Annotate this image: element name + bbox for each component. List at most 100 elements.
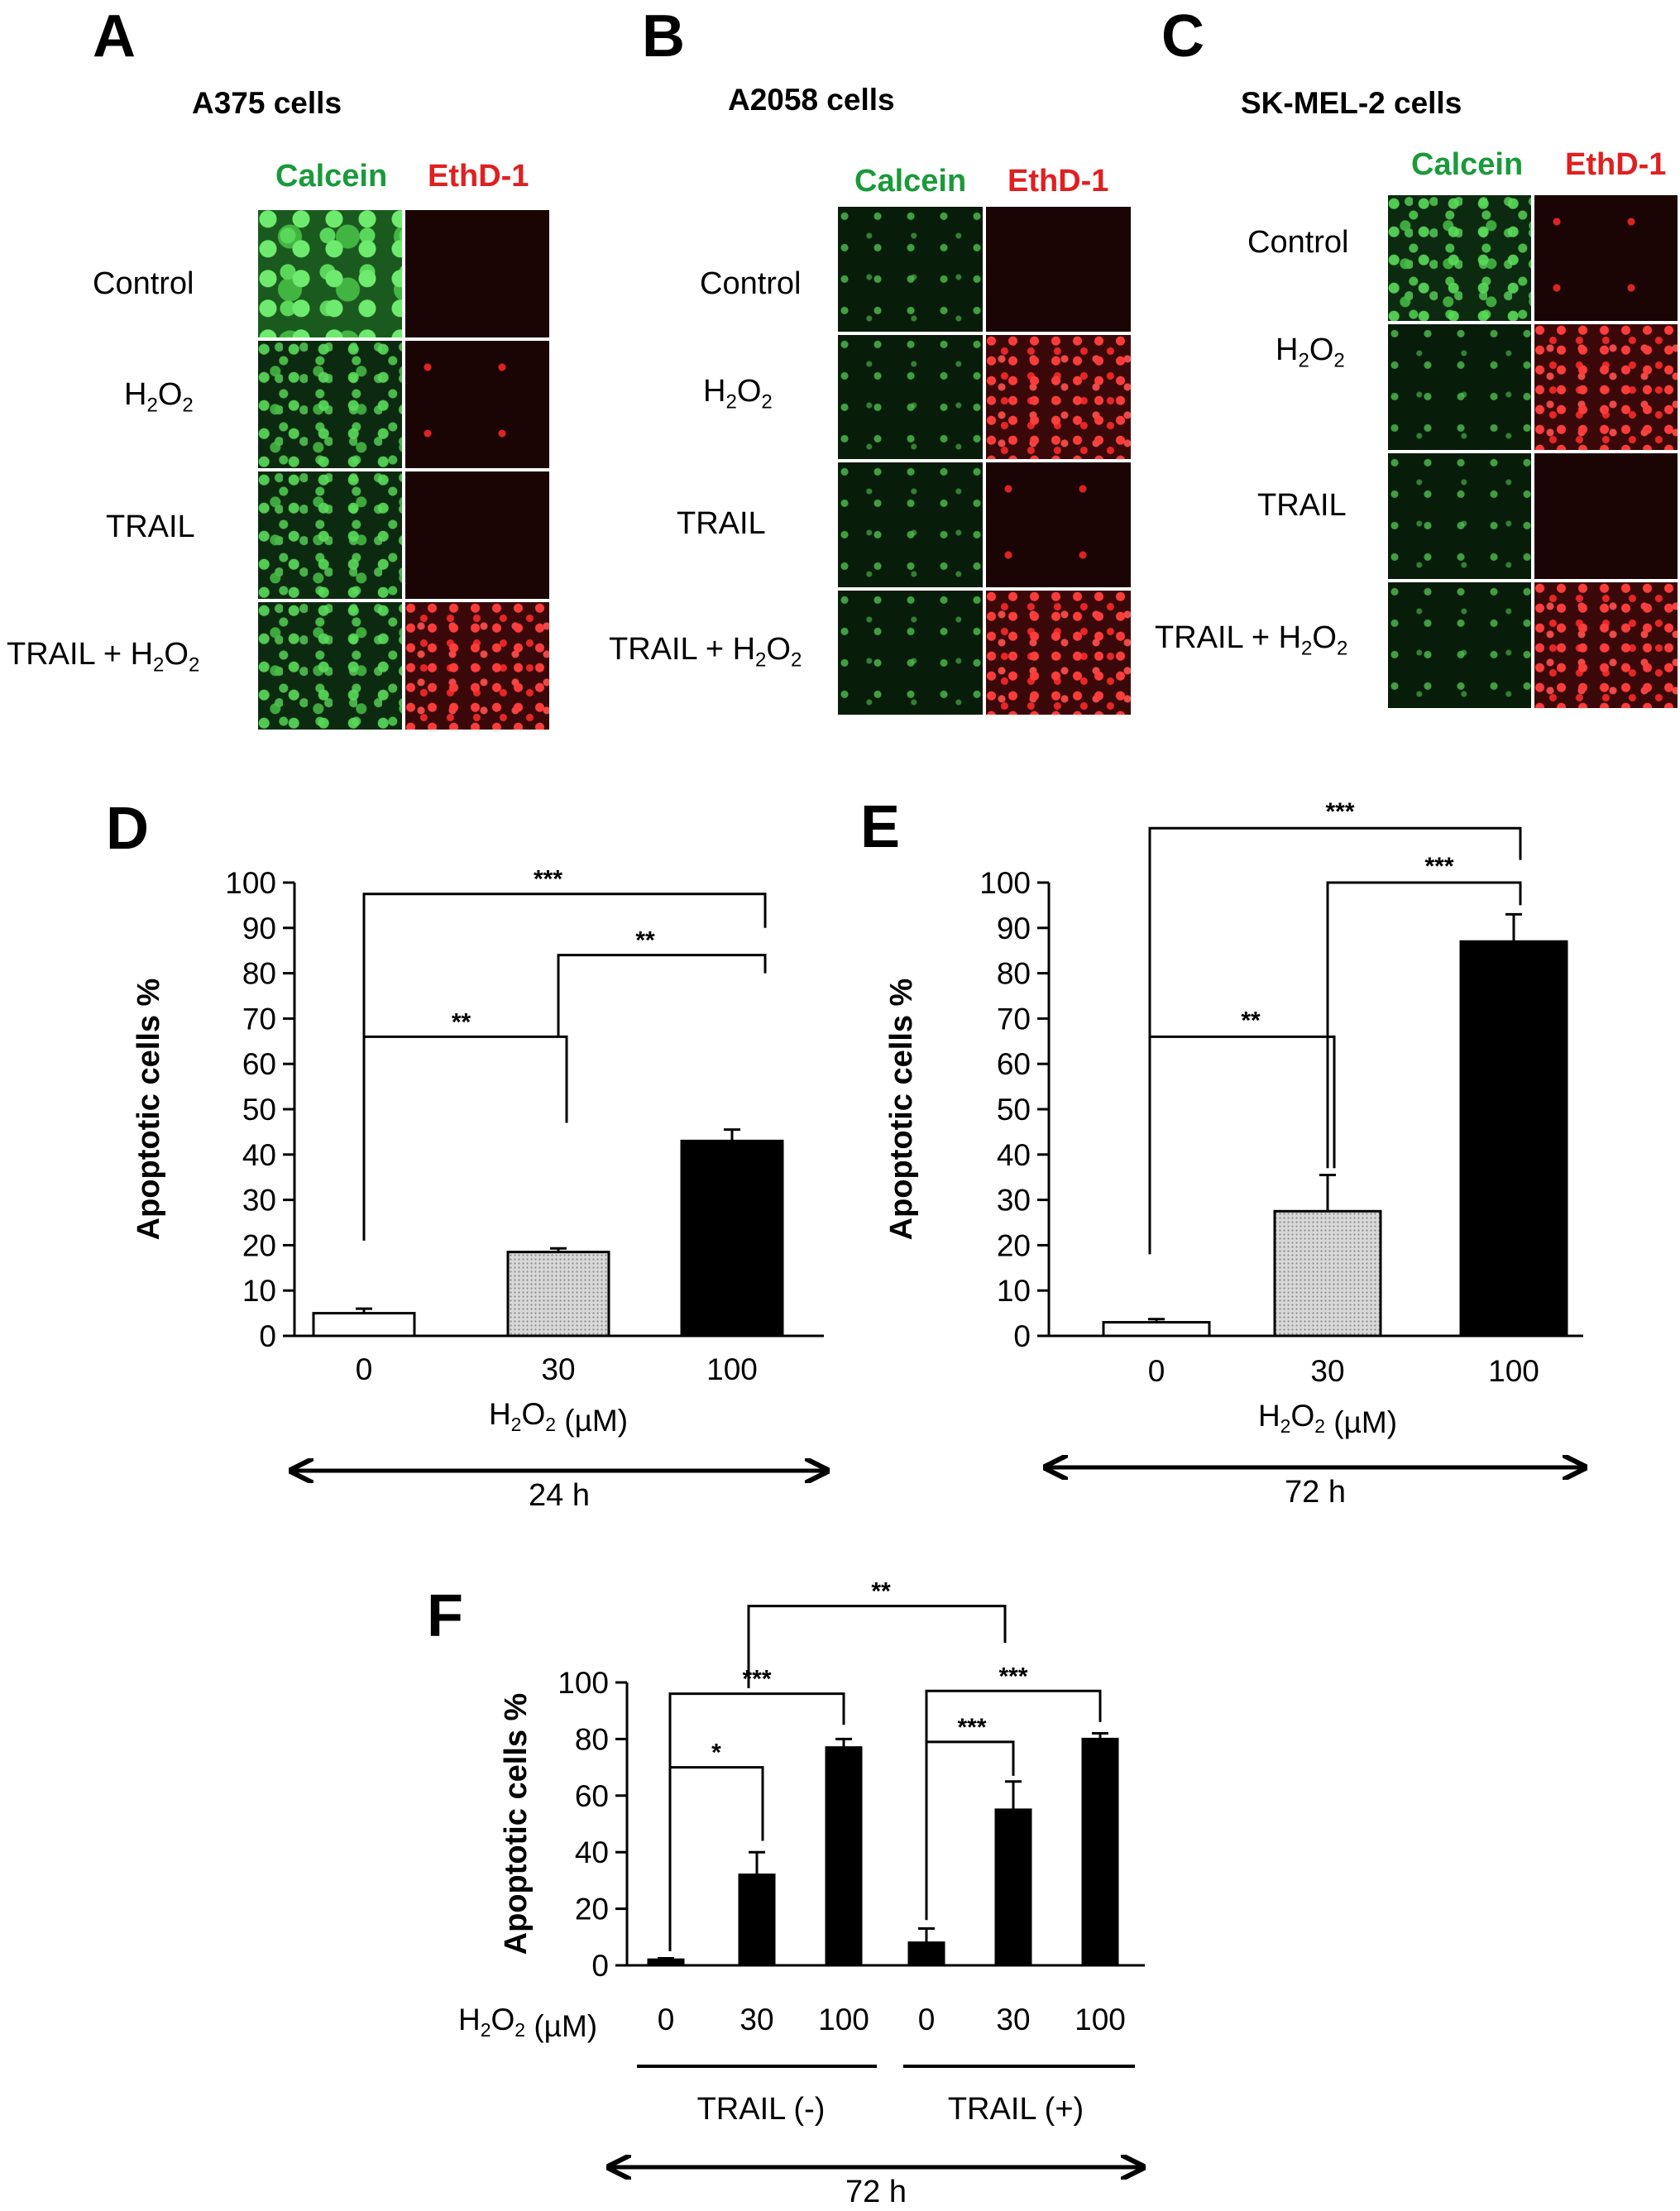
sig-label-e-0: ** bbox=[1241, 1007, 1261, 1034]
sig-bracket-d-0 bbox=[362, 1035, 568, 1241]
micrograph-b-control-calcein bbox=[838, 207, 983, 332]
x-tick-label-d-0: 0 bbox=[356, 1352, 373, 1386]
panel-label-d: D bbox=[106, 796, 149, 862]
y-tick-label-d-0: 0 bbox=[259, 1319, 276, 1353]
micrograph-c-control-calcein bbox=[1388, 195, 1531, 321]
panel-label-e: E bbox=[860, 794, 900, 860]
x-tick-label-f-1: 30 bbox=[739, 2003, 773, 2036]
x-axis-prefix-f: H2O2 (µM) bbox=[458, 2003, 597, 2043]
row-label-control-b: Control bbox=[700, 266, 802, 301]
y-tick-label-d-1: 10 bbox=[242, 1274, 276, 1308]
y-tick-label-e-2: 20 bbox=[997, 1228, 1031, 1262]
chart-e: E 0 10 20 30 40 50 60 70 80 90 100 Apoptotic cells %… bbox=[860, 794, 1585, 1510]
y-tick-label-f-3: 60 bbox=[575, 1779, 609, 1813]
panel-label-b: B bbox=[642, 3, 685, 69]
y-tick-label-d-9: 90 bbox=[242, 912, 276, 945]
row-label-trail-h2o2-a: TRAIL + H2O2 bbox=[7, 637, 200, 677]
micrograph-a-h2o2-ethd bbox=[405, 341, 549, 468]
channel-calcein-c: Calcein bbox=[1411, 147, 1524, 182]
y-tick-label-d-7: 70 bbox=[242, 1002, 276, 1036]
micrograph-c-h2o2-ethd bbox=[1534, 324, 1678, 450]
y-axis-label-e: Apoptotic cells % bbox=[884, 979, 919, 1241]
bar-d-2 bbox=[680, 1139, 784, 1338]
bar-e-2 bbox=[1459, 940, 1568, 1338]
y-tick-label-d-4: 40 bbox=[242, 1138, 276, 1172]
group-label-f-1: TRAIL (+) bbox=[948, 2092, 1084, 2127]
panel-label-a: A bbox=[93, 3, 136, 69]
sig-bracket-e-2 bbox=[1148, 826, 1522, 1255]
sig-bracket-f-0 bbox=[668, 1766, 764, 1951]
x-tick-label-d-2: 100 bbox=[706, 1352, 758, 1386]
y-tick-label-e-1: 10 bbox=[997, 1274, 1031, 1308]
row-label-trail-b: TRAIL bbox=[677, 506, 766, 541]
y-tick-label-e-7: 70 bbox=[997, 1002, 1031, 1036]
sig-label-e-1: *** bbox=[1424, 853, 1453, 880]
bar-d-0 bbox=[312, 1312, 416, 1338]
group-label-f-0: TRAIL (-) bbox=[697, 2092, 826, 2127]
y-tick-label-d-10: 100 bbox=[225, 866, 276, 900]
micrograph-c-h2o2-calcein bbox=[1388, 324, 1531, 450]
row-label-control-c: Control bbox=[1247, 225, 1349, 260]
micrograph-b-control-ethd bbox=[986, 207, 1131, 332]
sig-bracket-f-3 bbox=[925, 1689, 1102, 1742]
duration-label-d: 24 h bbox=[529, 1478, 590, 1513]
panel-title-b: A2058 cells bbox=[728, 83, 895, 117]
row-label-h2o2-c: H2O2 bbox=[1276, 333, 1345, 372]
sig-bracket-d-1 bbox=[557, 954, 767, 1037]
channel-ethd-c: EthD-1 bbox=[1565, 147, 1667, 182]
x-tick-label-e-0: 0 bbox=[1148, 1354, 1165, 1388]
channel-ethd-b: EthD-1 bbox=[1008, 164, 1109, 199]
y-tick-label-e-0: 0 bbox=[1013, 1319, 1031, 1353]
y-tick-label-d-6: 60 bbox=[242, 1047, 276, 1081]
micrograph-b-trail-ethd bbox=[986, 462, 1131, 587]
micrograph-b-h2o2-ethd bbox=[986, 334, 1131, 459]
bar-f-3 bbox=[907, 1941, 945, 1967]
micrograph-c-trail-ethd bbox=[1534, 453, 1678, 579]
micrograph-a-control-calcein bbox=[258, 210, 402, 337]
micrograph-grid-b bbox=[838, 207, 1131, 715]
chart-f: F 0 20 40 60 80 100 Apoptotic cells % 0 30 100 0 30 1… bbox=[427, 1578, 1145, 2209]
y-tick-label-e-5: 50 bbox=[997, 1093, 1031, 1127]
channel-calcein-a: Calcein bbox=[275, 159, 388, 194]
sig-bracket-d-2 bbox=[362, 893, 767, 1237]
sig-bracket-f-2 bbox=[925, 1740, 1015, 1921]
y-tick-label-f-2: 40 bbox=[575, 1835, 609, 1869]
micrograph-a-control-ethd bbox=[405, 210, 549, 337]
row-label-control-a: Control bbox=[93, 266, 194, 301]
sig-label-f-1: *** bbox=[742, 1666, 771, 1693]
sig-label-f-4: ** bbox=[871, 1578, 891, 1606]
y-tick-label-e-4: 40 bbox=[997, 1138, 1031, 1172]
x-axis-label-e: H2O2 (µM) bbox=[1258, 1399, 1397, 1439]
y-axis-label-f: Apoptotic cells % bbox=[499, 1693, 534, 1955]
micrograph-c-combo-ethd bbox=[1534, 582, 1678, 708]
x-tick-label-f-5: 100 bbox=[1075, 2003, 1126, 2036]
row-label-trail-h2o2-b: TRAIL + H2O2 bbox=[609, 632, 802, 672]
micrograph-a-combo-ethd bbox=[405, 602, 549, 730]
bar-f-1 bbox=[738, 1874, 776, 1967]
sig-label-d-2: *** bbox=[534, 866, 562, 893]
y-tick-label-f-4: 80 bbox=[575, 1722, 609, 1756]
y-tick-label-e-10: 100 bbox=[979, 866, 1031, 900]
x-tick-label-e-2: 100 bbox=[1488, 1354, 1539, 1388]
micrograph-a-h2o2-calcein bbox=[258, 341, 402, 468]
bar-f-2 bbox=[825, 1746, 863, 1967]
y-tick-label-e-6: 60 bbox=[997, 1047, 1031, 1081]
chart-d: D 0 10 20 30 40 50 60 70 80 90 100 Apoptotic cells %… bbox=[106, 796, 827, 1513]
row-label-h2o2-b: H2O2 bbox=[703, 374, 773, 414]
micrograph-c-combo-calcein bbox=[1388, 582, 1531, 708]
y-axis-label-d: Apoptotic cells % bbox=[132, 979, 166, 1241]
bar-e-1 bbox=[1273, 1209, 1382, 1338]
sig-bracket-e-1 bbox=[1326, 881, 1522, 1169]
bar-f-0 bbox=[647, 1958, 685, 1967]
bar-d-1 bbox=[506, 1251, 610, 1338]
channel-ethd-a: EthD-1 bbox=[428, 159, 529, 194]
x-tick-label-f-3: 0 bbox=[918, 2003, 936, 2036]
x-tick-label-d-1: 30 bbox=[541, 1352, 575, 1386]
sig-label-d-0: ** bbox=[452, 1008, 471, 1036]
bar-f-5 bbox=[1081, 1737, 1119, 1967]
sig-label-e-2: *** bbox=[1325, 798, 1354, 826]
sig-label-f-3: *** bbox=[998, 1663, 1027, 1690]
x-tick-label-e-1: 30 bbox=[1310, 1354, 1344, 1388]
micrograph-grid-a bbox=[258, 210, 549, 730]
micrograph-b-trail-calcein bbox=[838, 462, 983, 587]
